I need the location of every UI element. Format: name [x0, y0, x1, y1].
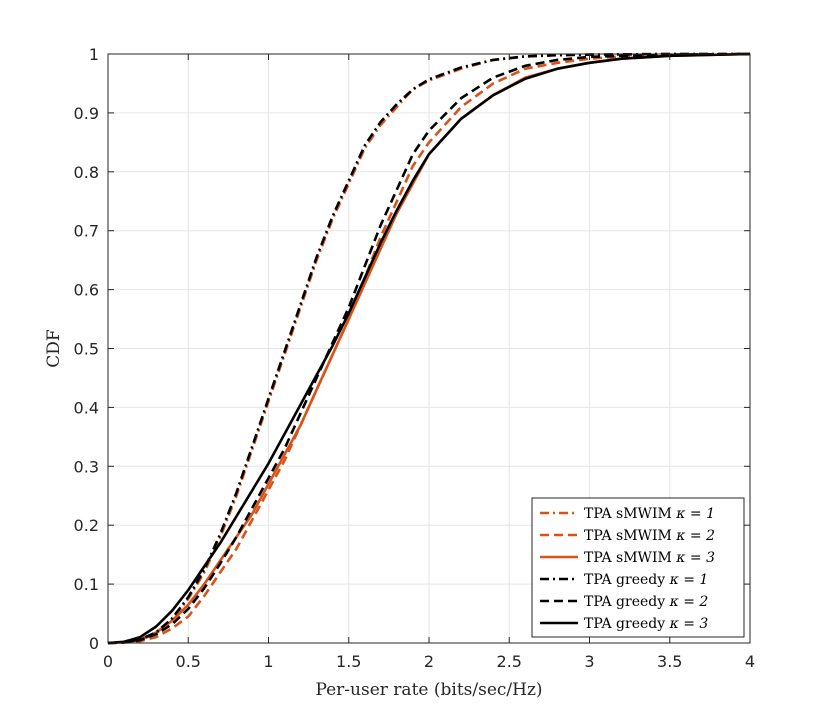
legend-entry-math: κ = 2 — [675, 528, 715, 544]
series-lines — [107, 52, 751, 645]
legend-entry-label: TPA greedy — [584, 594, 670, 610]
x-tick-label: 2.5 — [497, 652, 522, 671]
y-tick-label: 0.6 — [74, 281, 99, 300]
x-tick-label: 1 — [263, 652, 273, 671]
legend-entry-label: TPA greedy — [584, 572, 670, 588]
legend-entry-label: TPA sMWIM — [584, 528, 676, 544]
y-tick-label: 0.5 — [74, 340, 99, 359]
x-tick-label: 4 — [745, 652, 755, 671]
series-line-6 — [107, 52, 751, 645]
x-tick-label: 0.5 — [176, 652, 201, 671]
x-tick-label: 3.5 — [657, 652, 682, 671]
legend-entry-3: TPA sMWIM κ = 3 — [584, 550, 715, 566]
x-tick-label: 1.5 — [336, 652, 361, 671]
legend-entry-2: TPA sMWIM κ = 2 — [584, 528, 715, 544]
legend-entry-math: κ = 1 — [669, 572, 709, 588]
series-line-5 — [107, 52, 751, 645]
x-tick-label: 3 — [584, 652, 594, 671]
x-tick-label: 2 — [424, 652, 434, 671]
legend-entry-math: κ = 2 — [669, 594, 709, 610]
legend-entry-6: TPA greedy κ = 3 — [584, 616, 708, 632]
y-tick-label: 0.2 — [74, 516, 99, 535]
axis-ticks: 0 0.5 1 1.5 2 2.5 3 3.5 4 0 0.1 0.2 0.3 0.4 0.5 0.6 0.7 0… — [74, 45, 756, 671]
x-axis-label: Per-user rate (bits/sec/Hz) — [315, 680, 542, 700]
legend-entry-label: TPA greedy — [584, 616, 670, 632]
y-tick-label: 0.4 — [74, 398, 99, 417]
legend-entry-label: TPA sMWIM — [584, 506, 676, 522]
legend-entry-math: κ = 3 — [669, 616, 709, 632]
y-tick-label: 0.1 — [74, 575, 99, 594]
y-tick-label: 0.3 — [74, 457, 99, 476]
y-tick-label: 0.8 — [74, 163, 99, 182]
legend-entry-5: TPA greedy κ = 2 — [584, 594, 708, 610]
legend-entry-math: κ = 1 — [675, 506, 715, 522]
legend-entry-label: TPA sMWIM — [584, 550, 676, 566]
legend-entry-4: TPA greedy κ = 1 — [584, 572, 708, 588]
y-tick-label: 0.9 — [74, 104, 99, 123]
legend-entry-math: κ = 3 — [675, 550, 715, 566]
legend-entry-1: TPA sMWIM κ = 1 — [584, 506, 715, 522]
y-tick-label: 0 — [89, 634, 99, 653]
y-tick-label: 1 — [89, 45, 99, 64]
x-tick-label: 0 — [103, 652, 113, 671]
legend-box — [531, 497, 745, 638]
y-axis-label: CDF — [44, 329, 64, 368]
y-tick-label: 0.7 — [74, 222, 99, 241]
